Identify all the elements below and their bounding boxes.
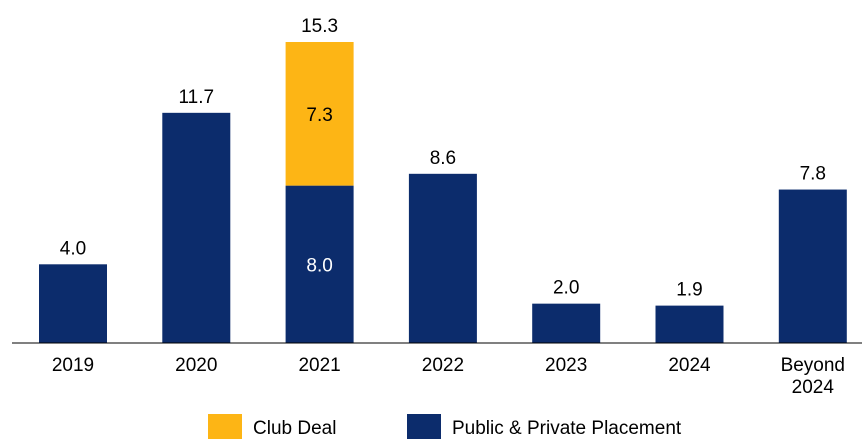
legend-swatch [407,414,441,439]
total-label: 7.8 [800,164,826,185]
x-tick-label: 2022 [421,355,465,376]
x-tick-label: 2024 [668,355,711,376]
total-label: 1.9 [676,280,702,301]
bar-segment [532,303,601,343]
total-label: 8.6 [430,148,456,169]
bar-segment [39,264,107,343]
segment-label: 7.3 [306,105,332,126]
legend-swatch [208,414,242,439]
segment-label: 8.0 [306,255,332,276]
bar-segment [408,173,477,343]
total-label: 11.7 [179,87,215,108]
bar-segment [655,305,724,343]
total-label: 4.0 [60,238,86,259]
bar-segment [778,189,847,343]
x-tick-label: Beyond 2024 [780,355,846,398]
bar-segment [285,42,354,186]
total-label: 15.3 [301,16,338,37]
x-tick-label: 2019 [51,355,95,376]
bar-segment [162,112,231,343]
legend-label: Public & Private Placement [452,418,682,439]
total-label: 2.0 [553,278,579,299]
x-tick-label: 2023 [545,355,588,376]
x-tick-label: 2020 [175,355,218,376]
x-tick-label: 2021 [298,355,341,376]
bar-segment [285,185,354,343]
legend-label: Club Deal [253,418,336,439]
